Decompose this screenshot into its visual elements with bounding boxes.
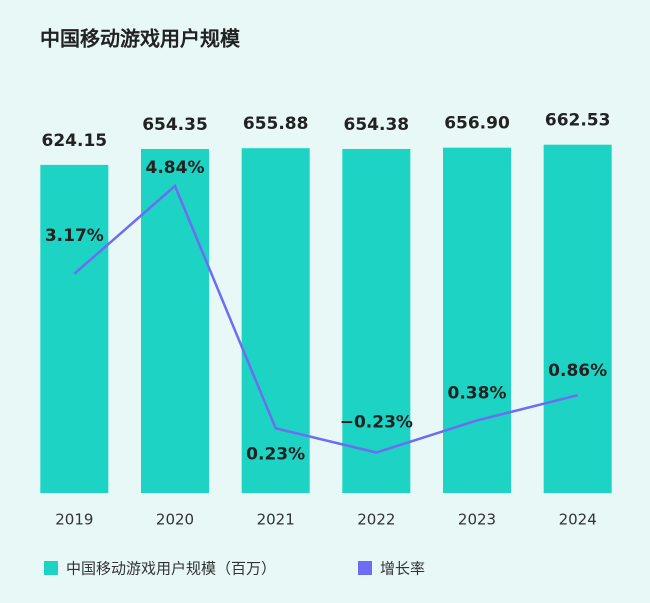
bar-value-label: 654.35	[142, 115, 208, 135]
bar-value-label: 656.90	[444, 114, 510, 134]
x-tick-label: 2020	[156, 511, 194, 529]
x-tick-label: 2019	[55, 511, 93, 529]
bar-value-label: 624.15	[42, 131, 108, 151]
legend-swatch	[44, 561, 58, 575]
x-tick-label: 2023	[458, 511, 496, 529]
legend-label: 中国移动游戏用户规模（百万）	[66, 560, 276, 578]
line-value-label: 4.84%	[146, 158, 205, 178]
x-tick-label: 2022	[357, 511, 395, 529]
bar-value-label: 654.38	[344, 115, 410, 135]
x-tick-label: 2024	[559, 511, 597, 529]
bar-value-label: 655.88	[243, 114, 309, 134]
x-tick-label: 2021	[257, 511, 295, 529]
line-value-label: 0.86%	[548, 361, 607, 381]
bar	[443, 147, 511, 494]
line-value-label: 0.38%	[448, 383, 507, 403]
growth-line	[73, 183, 578, 454]
bar	[40, 164, 109, 493]
legend-label: 增长率	[380, 560, 425, 578]
chart-title: 中国移动游戏用户规模	[40, 27, 241, 51]
line-value-label: 0.23%	[246, 444, 305, 464]
bar	[543, 144, 612, 493]
line-value-label: −0.23%	[340, 413, 413, 433]
bar	[141, 148, 209, 494]
bar-value-label: 662.53	[545, 111, 611, 131]
legend-swatch	[358, 561, 372, 575]
line-value-label: 3.17%	[45, 226, 104, 246]
bar	[241, 148, 310, 493]
bar	[342, 148, 411, 493]
